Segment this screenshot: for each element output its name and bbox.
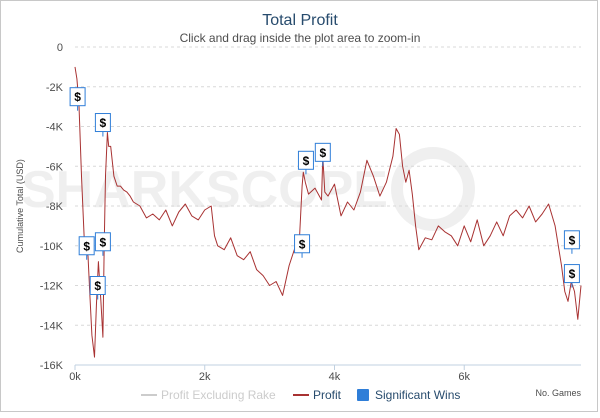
y-tick-label: -2K <box>46 82 64 94</box>
y-tick-label: -14K <box>40 320 64 332</box>
y-tick-label: -12K <box>40 281 64 293</box>
flag-box <box>297 150 314 170</box>
significant-win-flag[interactable]: $ <box>94 232 111 256</box>
y-tick-label: -8K <box>46 201 64 213</box>
flag-label: $ <box>299 237 306 251</box>
y-axis-label: Cumulative Total (USD) <box>15 159 25 253</box>
chart-title: Total Profit <box>262 12 338 29</box>
flag-box <box>314 142 331 162</box>
watermark-scope-circle <box>391 147 475 231</box>
legend-label: Significant Wins <box>375 388 460 402</box>
significant-wins-flags: $ $ $ $ $ $ $ $ $ $ <box>69 87 580 300</box>
flag-box <box>94 113 111 133</box>
flag-label: $ <box>303 154 310 168</box>
legend-label: Profit Excluding Rake <box>161 388 276 402</box>
significant-win-flag[interactable]: $ <box>69 87 86 111</box>
flag-label: $ <box>100 235 107 249</box>
flag-label: $ <box>83 239 90 253</box>
series-line-profit[interactable] <box>74 66 582 358</box>
y-tick-label: -4K <box>46 122 64 134</box>
x-tick-label: 4k <box>329 371 341 383</box>
significant-win-flag[interactable]: $ <box>297 150 314 175</box>
x-axis-label: No. Games <box>535 388 581 398</box>
legend: Profit Excluding Rake Profit Significant… <box>141 388 460 402</box>
significant-win-flag[interactable]: $ <box>314 142 331 167</box>
flag-box <box>563 264 580 284</box>
flag-label: $ <box>74 90 81 104</box>
legend-swatch-square <box>357 389 369 401</box>
x-tick-label: 0k <box>69 371 81 383</box>
y-axis-ticks: 0 -2K -4K -6K -8K -10K -12K -14K -16K <box>40 42 64 372</box>
flag-label: $ <box>569 233 576 247</box>
significant-win-flag[interactable]: $ <box>94 113 111 137</box>
y-tick-label: 0 <box>57 42 63 54</box>
y-tick-label: -6K <box>46 161 64 173</box>
x-tick-label: 2k <box>199 371 211 383</box>
flag-box <box>89 276 106 295</box>
flag-label: $ <box>319 146 326 160</box>
significant-win-flag[interactable]: $ <box>89 276 106 300</box>
flag-box <box>294 234 311 254</box>
flag-label: $ <box>100 116 107 130</box>
flag-label: $ <box>94 279 101 293</box>
flag-box <box>69 87 86 107</box>
legend-item-profit-excluding-rake[interactable]: Profit Excluding Rake <box>141 388 276 402</box>
sharkscope-watermark: SHARKSCOPE <box>21 147 475 231</box>
significant-win-flag[interactable]: $ <box>294 234 311 258</box>
significant-win-flag[interactable]: $ <box>563 230 580 254</box>
y-tick-label: -10K <box>40 241 64 253</box>
x-tick-label: 6k <box>458 371 470 383</box>
grid <box>75 46 581 326</box>
flag-box <box>94 232 111 252</box>
chart-subtitle: Click and drag inside the plot area to z… <box>180 31 421 45</box>
flag-label: $ <box>569 267 576 281</box>
legend-label: Profit <box>313 388 342 402</box>
significant-win-flag[interactable]: $ <box>78 236 95 260</box>
flag-box <box>78 236 95 256</box>
flag-box <box>563 230 580 250</box>
legend-item-profit[interactable]: Profit <box>293 388 342 402</box>
y-tick-label: -16K <box>40 360 64 372</box>
x-axis-ticks: 0k 2k 4k 6k <box>69 365 471 383</box>
legend-item-significant-wins[interactable]: Significant Wins <box>357 388 460 402</box>
significant-win-flag[interactable]: $ <box>563 264 580 288</box>
series-group <box>74 66 582 358</box>
